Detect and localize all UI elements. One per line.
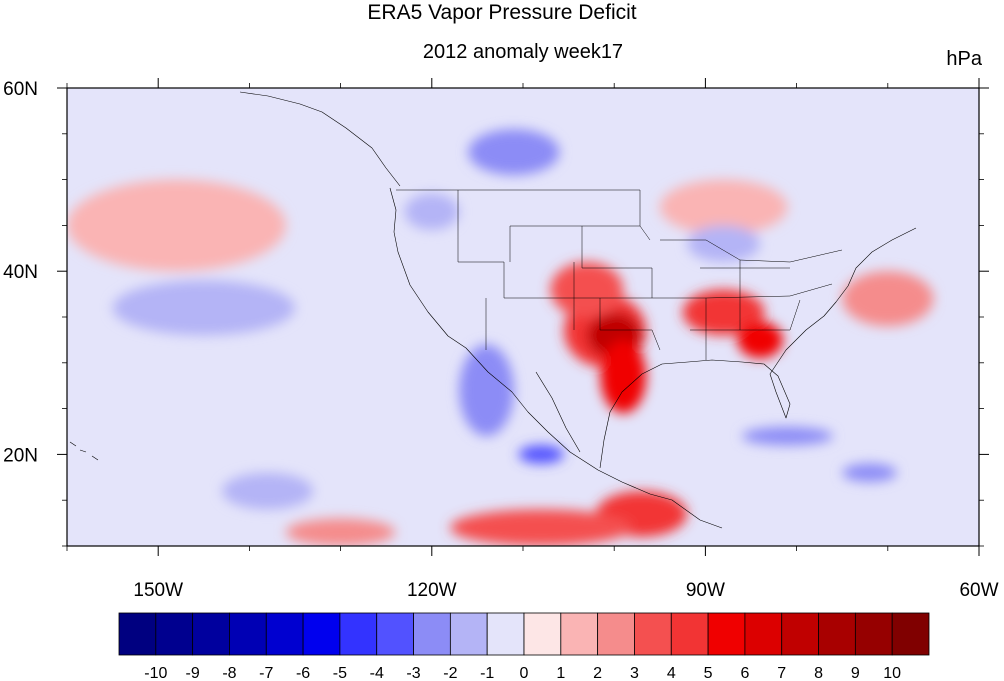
colorbar-swatch-12 — [560, 612, 599, 656]
colorbar-swatch-1 — [155, 612, 194, 656]
colorbar-swatch-5 — [302, 612, 341, 656]
colorbar-label-9: -1 — [480, 665, 494, 681]
x-tick-label-0: 150W — [133, 580, 183, 601]
y-tick-label-0: 20N — [3, 445, 38, 466]
colorbar-label-8: -2 — [443, 665, 457, 681]
anomaly-region-16 — [112, 280, 295, 336]
colorbar-swatch-15 — [670, 612, 709, 656]
colorbar-swatch-8 — [413, 612, 451, 656]
anomaly-region-10 — [842, 271, 934, 327]
y-axis-ticks: 20N 40N 60N — [3, 79, 989, 547]
anomaly-region-7 — [450, 509, 633, 546]
land-outlines — [69, 91, 917, 529]
colorbar-label-2: -8 — [222, 665, 236, 681]
colorbar-label-5: -5 — [333, 665, 347, 681]
state-borders — [396, 189, 843, 360]
colorbar-label-6: -4 — [370, 665, 384, 681]
colorbar-swatch-16 — [707, 612, 746, 656]
anomaly-field — [67, 129, 934, 546]
colorbar-label-17: 7 — [777, 665, 786, 681]
colorbar-swatch-18 — [781, 612, 819, 656]
colorbar-label-15: 5 — [704, 665, 713, 681]
anomaly-region-13 — [459, 344, 514, 437]
y-tick-label-1: 40N — [3, 262, 38, 283]
colorbar-swatch-0 — [118, 612, 157, 656]
anomaly-region-20 — [842, 463, 897, 482]
anomaly-region-3 — [550, 262, 624, 317]
colorbar-label-20: 10 — [883, 665, 901, 681]
colorbar-label-1: -9 — [186, 665, 200, 681]
colorbar-swatch-14 — [634, 612, 672, 656]
x-tick-label-2: 90W — [686, 580, 725, 601]
colorbar-label-12: 2 — [593, 665, 602, 681]
anomaly-region-5 — [737, 321, 783, 359]
colorbar-swatch-17 — [744, 612, 783, 656]
hawaii-islands — [69, 441, 99, 461]
colorbar-swatch-4 — [265, 612, 304, 656]
x-tick-label-3: 60W — [959, 580, 998, 601]
anomaly-region-17 — [222, 472, 314, 510]
colorbar-swatch-19 — [818, 612, 856, 656]
units-label: hPa — [946, 48, 982, 70]
x-tick-label-1: 120W — [407, 580, 457, 601]
anomaly-region-8 — [285, 518, 396, 546]
anomaly-region-14 — [518, 445, 565, 464]
anomaly-region-4 — [682, 289, 765, 336]
colorbar-label-7: -3 — [406, 665, 420, 681]
colorbar-label-13: 3 — [630, 665, 639, 681]
colorbar-swatch-6 — [339, 612, 378, 656]
colorbar-label-16: 6 — [740, 665, 749, 681]
chart-title: ERA5 Vapor Pressure Deficit — [367, 1, 636, 24]
anomaly-region-11 — [67, 179, 286, 272]
colorbar-label-14: 4 — [667, 665, 676, 681]
colorbar-label-18: 8 — [814, 665, 823, 681]
colorbar-label-11: 1 — [556, 665, 565, 681]
colorbar-swatch-20 — [854, 612, 893, 656]
anomaly-region-18 — [687, 225, 761, 263]
colorbar-swatch-2 — [192, 612, 230, 656]
colorbar-swatch-10 — [486, 612, 525, 656]
anomaly-region-9 — [659, 179, 788, 235]
north-america-coastline — [239, 91, 917, 529]
colorbar-swatch-21 — [891, 612, 930, 656]
colorbar-swatch-3 — [229, 612, 267, 656]
colorbar-swatch-7 — [376, 612, 414, 656]
colorbar-label-19: 9 — [851, 665, 860, 681]
anomaly-region-2 — [600, 339, 647, 414]
chart-subtitle: 2012 anomaly week17 — [423, 41, 623, 63]
anomaly-region-15 — [741, 426, 834, 446]
y-tick-label-2: 60N — [3, 79, 38, 100]
map-panel: 150W 120W 90W 60W 20N 40N 60N — [3, 78, 999, 601]
colorbar-label-4: -6 — [296, 665, 310, 681]
x-axis-ticks: 150W 120W 90W 60W — [66, 78, 999, 601]
anomaly-region-12 — [468, 129, 560, 176]
colorbar-swatch-13 — [597, 612, 635, 656]
colorbar-label-10: 0 — [520, 665, 529, 681]
colorbar-swatch-11 — [523, 612, 562, 656]
colorbar-swatch-9 — [449, 612, 488, 656]
colorbar: -10 -9 -8 -7 -6 -5 -4 -3 -2 -1 0 1 2 3 4 5 6 7 8 9 10 — [118, 612, 930, 681]
colorbar-label-3: -7 — [259, 665, 273, 681]
colorbar-label-0: -10 — [144, 665, 167, 681]
anomaly-region-19 — [404, 193, 460, 230]
